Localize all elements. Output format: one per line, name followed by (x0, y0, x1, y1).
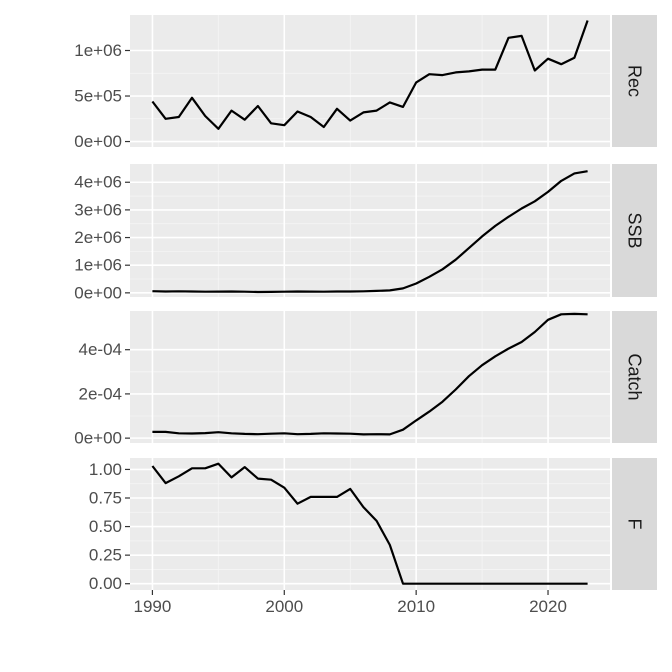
strip-background (612, 164, 657, 297)
panel-f: 0.00 0.25 0.50 0.75 1.00 F (89, 458, 657, 593)
y-tick-label: 0.75 (89, 489, 122, 508)
x-tick-label: 2010 (397, 597, 435, 616)
panel-background (130, 458, 610, 590)
panel-background (130, 164, 610, 297)
y-tick-label: 0.00 (89, 574, 122, 593)
x-axis: 1990 2000 2010 2020 (134, 590, 567, 616)
y-tick-label: 4e+06 (74, 173, 122, 192)
y-tick-label: 0e+00 (74, 283, 122, 302)
y-tick-label: 3e+06 (74, 200, 122, 219)
y-tick-label: 0e+00 (74, 429, 122, 448)
series-line-rec (151, 20, 589, 130)
strip-label: F (625, 519, 645, 530)
y-tick-label: 1e+06 (74, 41, 122, 60)
panel-background (130, 15, 610, 147)
panel-ssb: 0e+00 1e+06 2e+06 3e+06 4e+06 SSB (74, 164, 657, 302)
y-tick-label: 1e+06 (74, 256, 122, 275)
y-tick-label: 2e+06 (74, 228, 122, 247)
strip-background (612, 15, 657, 147)
y-tick-label: 0e+00 (74, 132, 122, 151)
panel-background (130, 311, 610, 443)
y-tick-label: 5e+05 (74, 87, 122, 106)
x-tick-label: 1990 (134, 597, 172, 616)
y-tick-label: 0.25 (89, 546, 122, 565)
panel-rec: 0e+00 5e+05 1e+06 Rec (74, 15, 657, 151)
strip-background (612, 458, 657, 590)
strip-background (612, 311, 657, 443)
series-line-f (151, 462, 588, 585)
panel-catch: 0e+00 2e-04 4e-04 Catch (74, 311, 657, 448)
strip-label: SSB (625, 212, 645, 248)
x-tick-label: 2000 (265, 597, 303, 616)
series-line-ssb (152, 170, 588, 294)
y-tick-label: 0.50 (89, 517, 122, 536)
y-tick-label: 4e-04 (79, 340, 122, 359)
series-line-catch (152, 312, 588, 436)
strip-label: Rec (625, 65, 645, 97)
y-tick-label: 2e-04 (79, 384, 122, 403)
y-tick-label: 1.00 (89, 460, 122, 479)
strip-label: Catch (625, 353, 645, 400)
x-tick-label: 2020 (529, 597, 567, 616)
